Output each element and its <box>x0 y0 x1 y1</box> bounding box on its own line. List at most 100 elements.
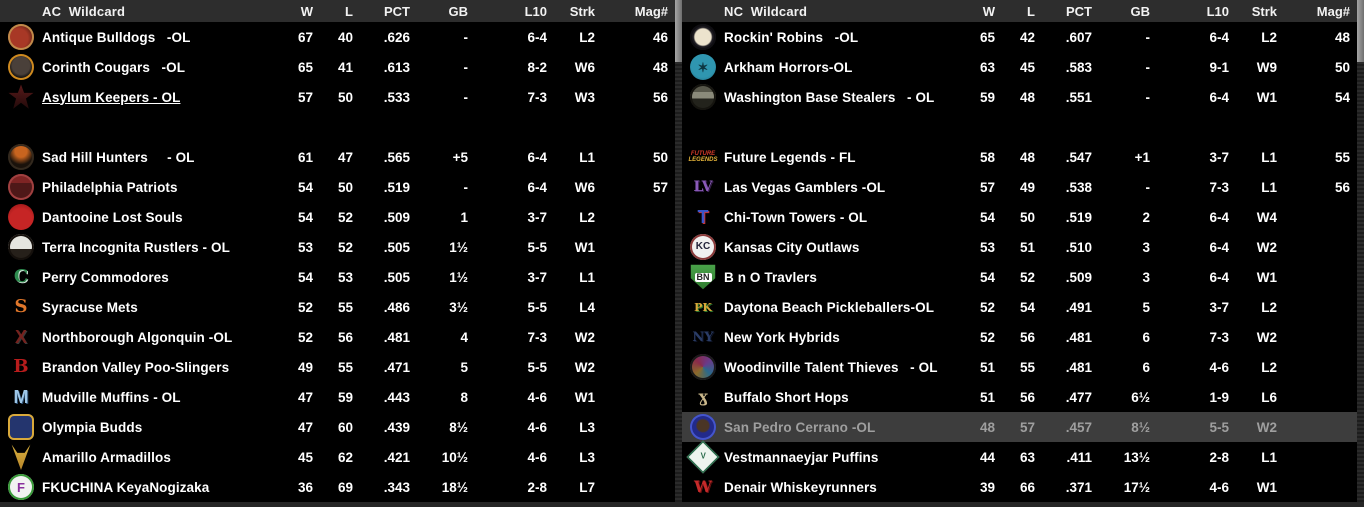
cell-pct: .510 <box>1065 239 1092 255</box>
team-row[interactable]: T Chi-Town Towers - OL 54 50 .519 2 6-4 W4 <box>682 202 1357 232</box>
cell-l: 56 <box>1019 329 1035 345</box>
cell-l10: 6-4 <box>1209 269 1229 285</box>
team-name[interactable]: Sad Hill Hunters - OL <box>42 149 195 165</box>
team-name[interactable]: Kansas City Outlaws <box>724 239 860 255</box>
team-row[interactable]: Washington Base Stealers - OL 59 48 .551 - 6-… <box>682 82 1357 112</box>
team-name[interactable]: Corinth Cougars -OL <box>42 59 186 75</box>
team-name[interactable]: Olympia Budds <box>42 419 143 435</box>
team-name[interactable]: Antique Bulldogs -OL <box>42 29 191 45</box>
team-row[interactable]: ɣ Buffalo Short Hops 51 56 .477 6½ 1-9 L6 <box>682 382 1357 412</box>
northborough-algonquin-logo-icon: X <box>14 327 27 347</box>
philadelphia-patriots-logo-icon <box>8 174 34 200</box>
team-name[interactable]: Brandon Valley Poo-Slingers <box>42 359 230 375</box>
cell-l10: 9-1 <box>1209 59 1229 75</box>
cell-strk: W6 <box>574 179 595 195</box>
team-row[interactable]: Philadelphia Patriots 54 50 .519 - 6-4 W6 57 <box>0 172 675 202</box>
team-row[interactable]: B Brandon Valley Poo-Slingers 49 55 .471 5 5-5… <box>0 352 675 382</box>
team-row[interactable]: BN B n O Travlers 54 52 .509 3 6-4 W1 <box>682 262 1357 292</box>
column-header-l10[interactable]: L10 <box>1206 3 1229 19</box>
team-name[interactable]: Asylum Keepers - OL <box>42 89 181 105</box>
team-row[interactable]: PK Daytona Beach Pickleballers-OL 52 54 .491… <box>682 292 1357 322</box>
team-name[interactable]: Philadelphia Patriots <box>42 179 178 195</box>
team-row[interactable]: Antique Bulldogs -OL 67 40 .626 - 6-4 L2 46 <box>0 22 675 52</box>
cell-gb: 6 <box>1142 359 1150 375</box>
scrollbar-thumb[interactable] <box>1357 0 1364 62</box>
column-header-strk[interactable]: Strk <box>1251 3 1277 19</box>
team-logo-cell <box>0 84 42 110</box>
column-header-mag[interactable]: Mag# <box>634 3 668 19</box>
cell-pct: .481 <box>1065 329 1092 345</box>
column-header-pct[interactable]: PCT <box>1066 3 1092 19</box>
team-row[interactable]: Amarillo Armadillos 45 62 .421 10½ 4-6 L3 <box>0 442 675 472</box>
team-row[interactable]: NY New York Hybrids 52 56 .481 6 7-3 W2 <box>682 322 1357 352</box>
team-name[interactable]: Mudville Muffins - OL <box>42 389 181 405</box>
team-name[interactable]: Syracuse Mets <box>42 299 138 315</box>
cell-mag: 48 <box>1334 29 1350 45</box>
cell-l10: 5-5 <box>1209 419 1229 435</box>
team-name[interactable]: Denair Whiskeyrunners <box>724 479 877 495</box>
team-row[interactable]: W Denair Whiskeyrunners 39 66 .371 17½ 4-6 W1 <box>682 472 1357 502</box>
column-header-l10[interactable]: L10 <box>524 3 547 19</box>
team-name[interactable]: Rockin' Robins -OL <box>724 29 859 45</box>
column-header-l[interactable]: L <box>345 3 353 19</box>
column-header-gb[interactable]: GB <box>448 3 469 19</box>
cell-l: 54 <box>1019 299 1035 315</box>
team-name[interactable]: Terra Incognita Rustlers - OL <box>42 239 230 255</box>
team-row[interactable]: Corinth Cougars -OL 65 41 .613 - 8-2 W6 48 <box>0 52 675 82</box>
team-row[interactable]: Asylum Keepers - OL 57 50 .533 - 7-3 W3 56 <box>0 82 675 112</box>
team-row[interactable]: Dantooine Lost Souls 54 52 .509 1 3-7 L2 <box>0 202 675 232</box>
team-row[interactable]: KC Kansas City Outlaws 53 51 .510 3 6-4 W2 <box>682 232 1357 262</box>
team-name[interactable]: Arkham Horrors-OL <box>724 59 853 75</box>
team-name[interactable]: Washington Base Stealers - OL <box>724 89 935 105</box>
scrollbar-thumb[interactable] <box>675 0 682 62</box>
column-header-pct[interactable]: PCT <box>384 3 410 19</box>
team-row[interactable]: Woodinville Talent Thieves - OL 51 55 .481 6… <box>682 352 1357 382</box>
ac-wildcard-rows: Antique Bulldogs -OL 67 40 .626 - 6-4 L2 46 Cori… <box>0 22 675 502</box>
team-name[interactable]: FKUCHINA KeyaNogizaka <box>42 479 210 495</box>
scrollbar-left-table[interactable] <box>675 0 682 502</box>
cell-l10: 4-6 <box>527 389 547 405</box>
team-row[interactable]: M Mudville Muffins - OL 47 59 .443 8 4-6 W1 <box>0 382 675 412</box>
cell-w: 45 <box>297 449 313 465</box>
team-name[interactable]: Dantooine Lost Souls <box>42 209 183 225</box>
team-name[interactable]: Future Legends - FL <box>724 149 856 165</box>
team-row[interactable]: V Vestmannaeyjar Puffins 44 63 .411 13½ 2-8 L1 <box>682 440 1357 474</box>
column-header-strk[interactable]: Strk <box>569 3 595 19</box>
column-header-gb[interactable]: GB <box>1130 3 1151 19</box>
team-row[interactable]: Terra Incognita Rustlers - OL 53 52 .505 1½ 5… <box>0 232 675 262</box>
team-row[interactable]: LV Las Vegas Gamblers -OL 57 49 .538 - 7-3 L1 56 <box>682 172 1357 202</box>
team-name[interactable]: San Pedro Cerrano -OL <box>724 419 876 435</box>
team-row[interactable]: Rockin' Robins -OL 65 42 .607 - 6-4 L2 48 <box>682 22 1357 52</box>
team-row[interactable]: FUTURE LEGENDS Future Legends - FL 58 48 .547… <box>682 142 1357 172</box>
team-row[interactable]: F FKUCHINA KeyaNogizaka 36 69 .343 18½ 2-8 L7 <box>0 472 675 502</box>
team-name[interactable]: Vestmannaeyjar Puffins <box>724 449 879 465</box>
team-row[interactable]: ✶ Arkham Horrors-OL 63 45 .583 - 9-1 W9 50 <box>682 52 1357 82</box>
team-row[interactable]: Sad Hill Hunters - OL 61 47 .565 +5 6-4 L1 50 <box>0 142 675 172</box>
team-name[interactable]: Buffalo Short Hops <box>724 389 849 405</box>
team-name[interactable]: Amarillo Armadillos <box>42 449 171 465</box>
team-name[interactable]: New York Hybrids <box>724 329 840 345</box>
cell-pct: .583 <box>1065 59 1092 75</box>
team-row[interactable]: C Perry Commodores 54 53 .505 1½ 3-7 L1 <box>0 262 675 292</box>
team-name[interactable]: Las Vegas Gamblers -OL <box>724 179 886 195</box>
scrollbar-right-table[interactable] <box>1357 0 1364 502</box>
team-name[interactable]: Chi-Town Towers - OL <box>724 209 868 225</box>
team-name[interactable]: B n O Travlers <box>724 269 817 285</box>
team-name[interactable]: Daytona Beach Pickleballers-OL <box>724 299 935 315</box>
kansas-city-outlaws-logo-icon: KC <box>690 234 716 260</box>
cell-l: 66 <box>1019 479 1035 495</box>
cell-w: 51 <box>979 359 995 375</box>
column-header-w[interactable]: W <box>982 3 995 19</box>
team-row[interactable]: Olympia Budds 47 60 .439 8½ 4-6 L3 <box>0 412 675 442</box>
column-header-w[interactable]: W <box>300 3 313 19</box>
team-row[interactable]: X Northborough Algonquin -OL 52 56 .481 4 7-3 W… <box>0 322 675 352</box>
column-header-l[interactable]: L <box>1027 3 1035 19</box>
team-logo-cell <box>682 24 724 50</box>
column-header-mag[interactable]: Mag# <box>1316 3 1350 19</box>
team-row[interactable]: San Pedro Cerrano -OL 48 57 .457 8½ 5-5 W2 <box>682 412 1357 442</box>
team-name[interactable]: Northborough Algonquin -OL <box>42 329 233 345</box>
team-name[interactable]: Woodinville Talent Thieves - OL <box>724 359 938 375</box>
cell-mag: 46 <box>652 29 668 45</box>
team-row[interactable]: S Syracuse Mets 52 55 .486 3½ 5-5 L4 <box>0 292 675 322</box>
team-name[interactable]: Perry Commodores <box>42 269 169 285</box>
